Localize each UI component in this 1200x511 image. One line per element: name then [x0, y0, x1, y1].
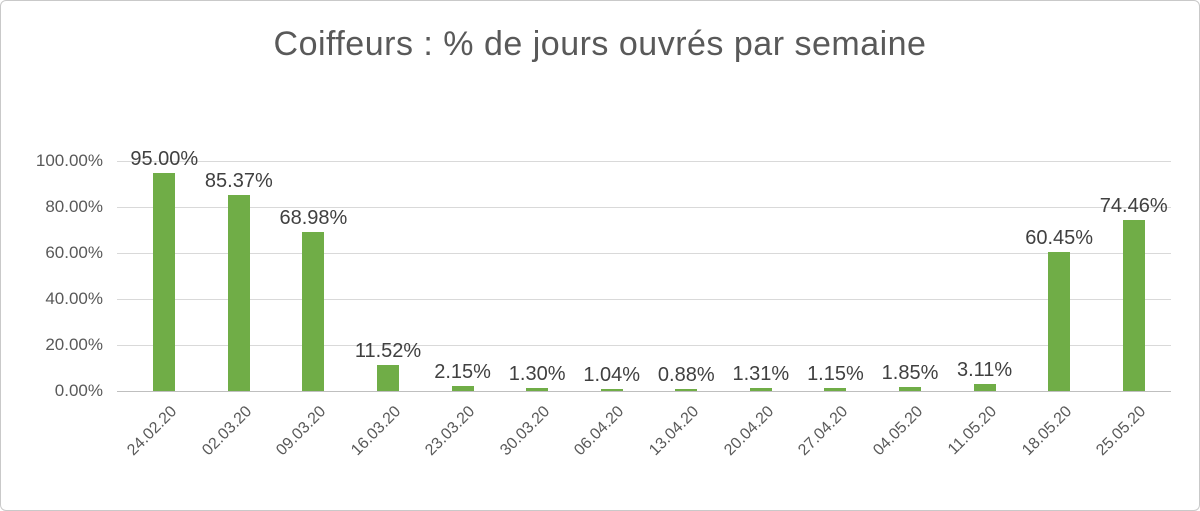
y-axis-tick-label: 20.00%	[45, 335, 103, 354]
bar-value-label: 11.52%	[354, 339, 422, 362]
bar-value-label: 1.85%	[881, 361, 939, 384]
bar-value-label: 1.31%	[732, 362, 790, 385]
y-axis-tick-label: 100.00%	[35, 151, 103, 170]
bar-value-label: 68.98%	[279, 207, 348, 230]
gridline	[117, 207, 1171, 208]
gridline	[117, 161, 1171, 162]
x-axis-tick-label: 11.05.20	[945, 403, 1001, 459]
bar	[675, 388, 698, 391]
x-axis-tick-label: 04.05.20	[869, 403, 927, 460]
bar	[227, 194, 250, 391]
plot-area: 95.00% 85.37% 68.98% 11.52% 2.15% 1.30% 1.04% 0…	[117, 148, 1171, 392]
bar-value-label: 1.30%	[508, 363, 566, 385]
bar	[1122, 219, 1145, 391]
x-axis-tick-label: 09.03.20	[273, 403, 330, 460]
bar	[526, 388, 549, 391]
x-axis-tick-label: 02.03.20	[198, 403, 255, 460]
bar-value-label: 2.15%	[434, 361, 491, 384]
bar-value-label: 60.45%	[1025, 226, 1094, 249]
bar-value-label: 0.88%	[657, 363, 715, 386]
x-axis-tick-label: 30.03.20	[497, 403, 554, 460]
x-axis-tick-label: 18.05.20	[1019, 403, 1076, 460]
bar	[749, 388, 772, 391]
gridline	[117, 345, 1171, 346]
chart-title: Coiffeurs : % de jours ouvrés par semain…	[273, 25, 927, 63]
bar	[1048, 251, 1071, 391]
bar	[451, 386, 474, 391]
gridline	[117, 391, 1171, 392]
bar	[899, 386, 921, 391]
y-axis-tick-label: 40.00%	[45, 289, 103, 308]
gridline	[117, 253, 1171, 254]
bar	[824, 388, 847, 391]
bar-value-label: 74.46%	[1099, 194, 1168, 217]
x-axis-tick-label: 20.04.20	[720, 403, 777, 460]
bar-value-label: 1.15%	[807, 363, 864, 386]
bar	[973, 383, 996, 391]
bar	[377, 364, 399, 391]
gridline	[117, 299, 1171, 300]
x-axis-tick-label: 25.05.20	[1093, 403, 1150, 460]
y-axis-tick-label: 0.00%	[54, 381, 103, 400]
bar-value-label: 3.11%	[956, 358, 1013, 381]
bar-value-label: 95.00%	[130, 147, 199, 170]
y-axis-tick-label: 80.00%	[45, 197, 103, 216]
x-axis-tick-label: 23.03.20	[422, 403, 479, 460]
y-axis-tick-label: 60.00%	[45, 243, 103, 262]
x-axis-tick-label: 06.04.20	[571, 403, 628, 460]
x-axis-tick-label: 16.03.20	[347, 403, 405, 460]
x-axis-tick-label: 24.02.20	[124, 403, 181, 460]
x-axis-tick-label: 13.04.20	[646, 403, 703, 460]
x-axis-tick-label: 27.04.20	[795, 403, 852, 460]
bar	[302, 232, 325, 391]
bar-value-label: 85.37%	[204, 169, 273, 192]
bar	[600, 388, 623, 391]
bar	[153, 172, 176, 391]
bar-value-label: 1.04%	[583, 363, 641, 386]
